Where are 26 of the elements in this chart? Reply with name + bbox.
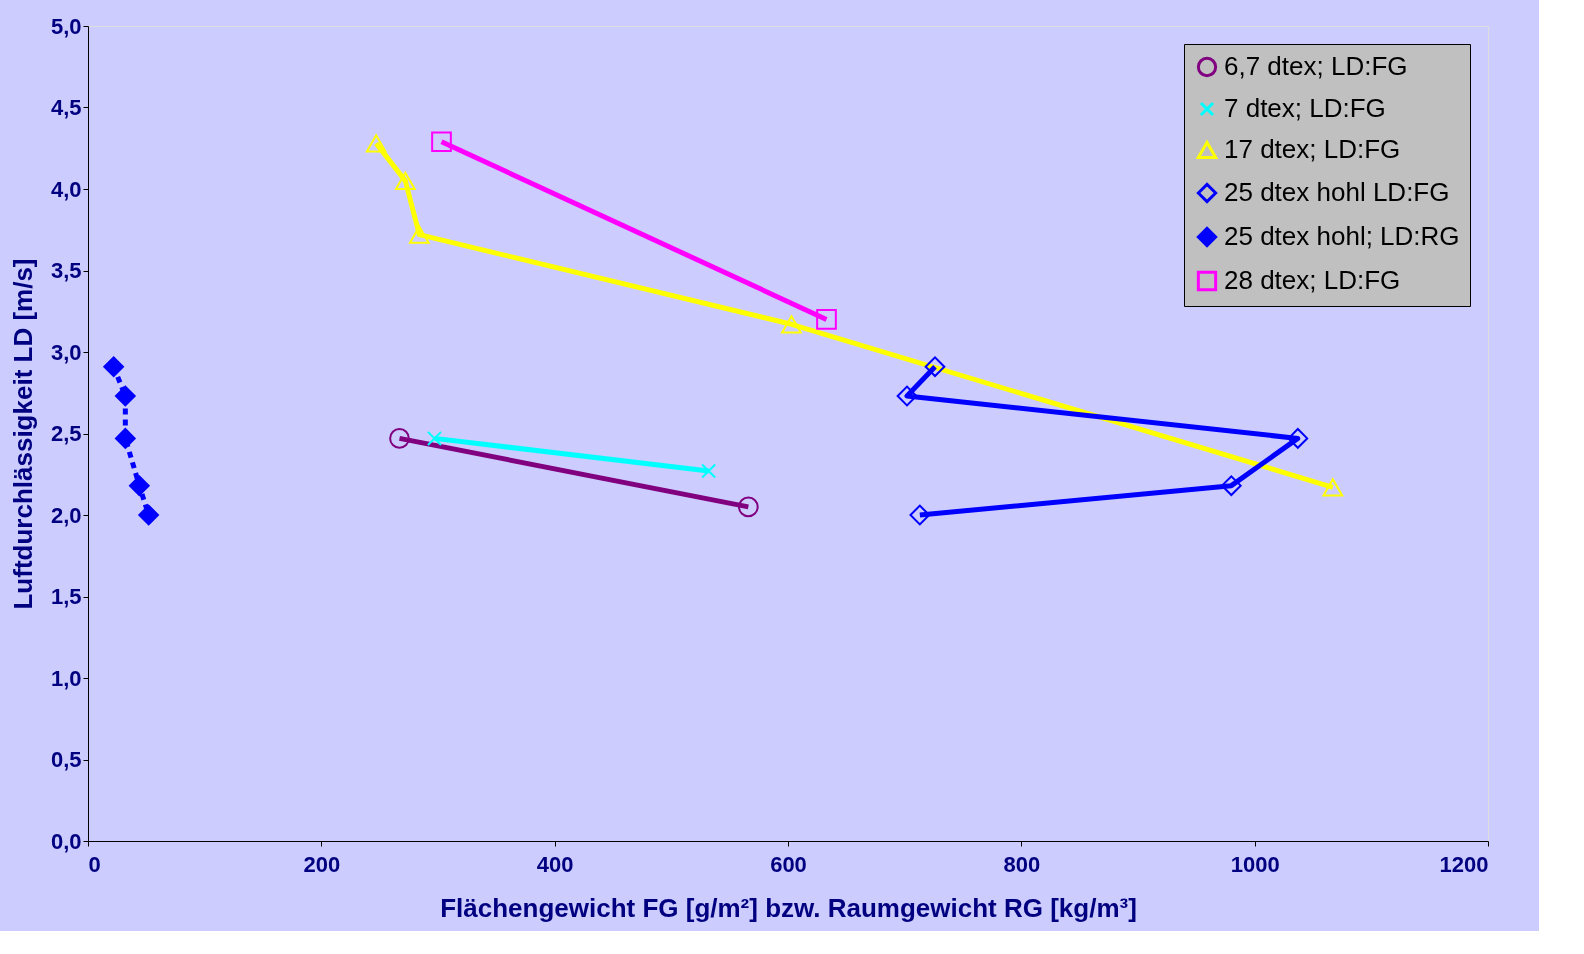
x-tick-label: 0 bbox=[88, 851, 101, 877]
y-tick-label: 3,5 bbox=[50, 258, 82, 283]
legend-label: 25 dtex hohl LD:FG bbox=[1224, 177, 1450, 207]
y-tick-label: 3,0 bbox=[50, 339, 82, 365]
y-axis-title: Luftdurchlässigkeit LD [m/s] bbox=[7, 258, 38, 610]
x-tick-label: 1000 bbox=[1230, 851, 1280, 877]
legend-label: 25 dtex hohl; LD:RG bbox=[1224, 221, 1460, 251]
x-tick-label: 800 bbox=[1003, 851, 1041, 877]
y-tick-label: 2,5 bbox=[50, 421, 82, 446]
y-tick-label: 5,0 bbox=[50, 13, 82, 39]
y-tick-label: 1,5 bbox=[50, 584, 82, 609]
legend-label: 17 dtex; LD:FG bbox=[1224, 134, 1401, 164]
y-tick-label: 0,0 bbox=[50, 828, 82, 854]
y-tick-label: 0,5 bbox=[50, 747, 82, 772]
y-tick-label: 4,0 bbox=[50, 176, 82, 202]
legend-label: 7 dtex; LD:FG bbox=[1224, 93, 1386, 123]
x-tick-label: 200 bbox=[303, 851, 341, 877]
y-tick-label: 1,0 bbox=[50, 665, 82, 691]
legend-label: 28 dtex; LD:FG bbox=[1224, 265, 1401, 295]
y-tick-label: 4,5 bbox=[50, 95, 82, 120]
x-tick-label: 600 bbox=[770, 851, 807, 877]
legend-label: 6,7 dtex; LD:FG bbox=[1224, 51, 1408, 81]
x-tick-label: 1200 bbox=[1439, 851, 1489, 877]
y-tick-label: 2,0 bbox=[50, 502, 82, 528]
x-axis-title: Flächengewicht FG [g/m²] bzw. Raumgewicht RG [kg/m³] bbox=[440, 892, 1137, 923]
x-tick-label: 400 bbox=[536, 851, 574, 877]
